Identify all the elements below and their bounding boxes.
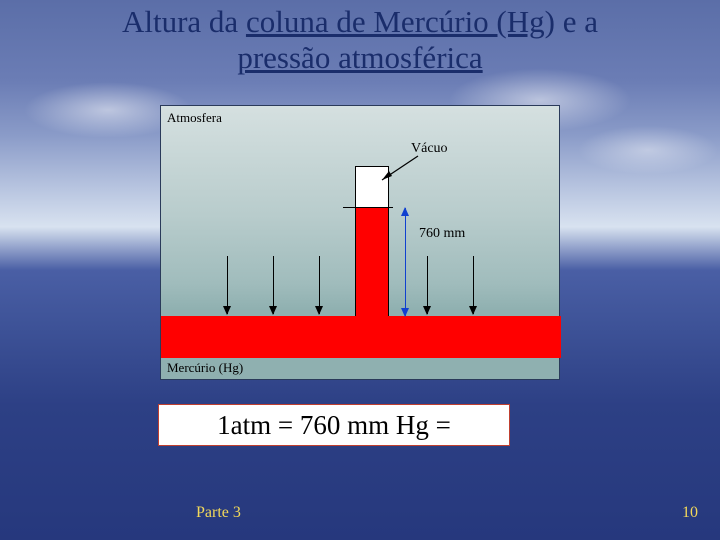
footer-page-number: 10 xyxy=(682,504,698,522)
equation-box: 1atm = 760 mm Hg = xyxy=(158,404,510,446)
title-line1-underlined: coluna de Mercúrio (Hg xyxy=(246,4,545,39)
footer-section: Parte 3 xyxy=(196,504,241,522)
pressure-arrow xyxy=(227,256,228,314)
page-title: Altura da coluna de Mercúrio (Hg) e a pr… xyxy=(0,0,720,75)
title-line2-underlined: pressão atmosférica xyxy=(237,40,482,75)
vacuo-arrow xyxy=(376,154,421,184)
label-atmosfera: Atmosfera xyxy=(167,110,222,126)
pressure-arrow xyxy=(473,256,474,314)
barometer-diagram: Atmosfera Vácuo 760 mm Mercúrio (Hg) xyxy=(160,105,560,380)
mercury-basin xyxy=(161,316,561,358)
label-altura: 760 mm xyxy=(419,226,465,242)
equation-text: 1atm = 760 mm Hg = xyxy=(217,410,451,441)
label-mercurio: Mercúrio (Hg) xyxy=(167,360,243,376)
title-line1-pre: Altura da xyxy=(122,4,246,39)
tube-mercury xyxy=(355,208,389,318)
pressure-arrow xyxy=(319,256,320,314)
height-indicator-arrow xyxy=(405,208,406,316)
title-line1-post: ) e a xyxy=(545,4,598,39)
pressure-arrow xyxy=(427,256,428,314)
pressure-arrow xyxy=(273,256,274,314)
